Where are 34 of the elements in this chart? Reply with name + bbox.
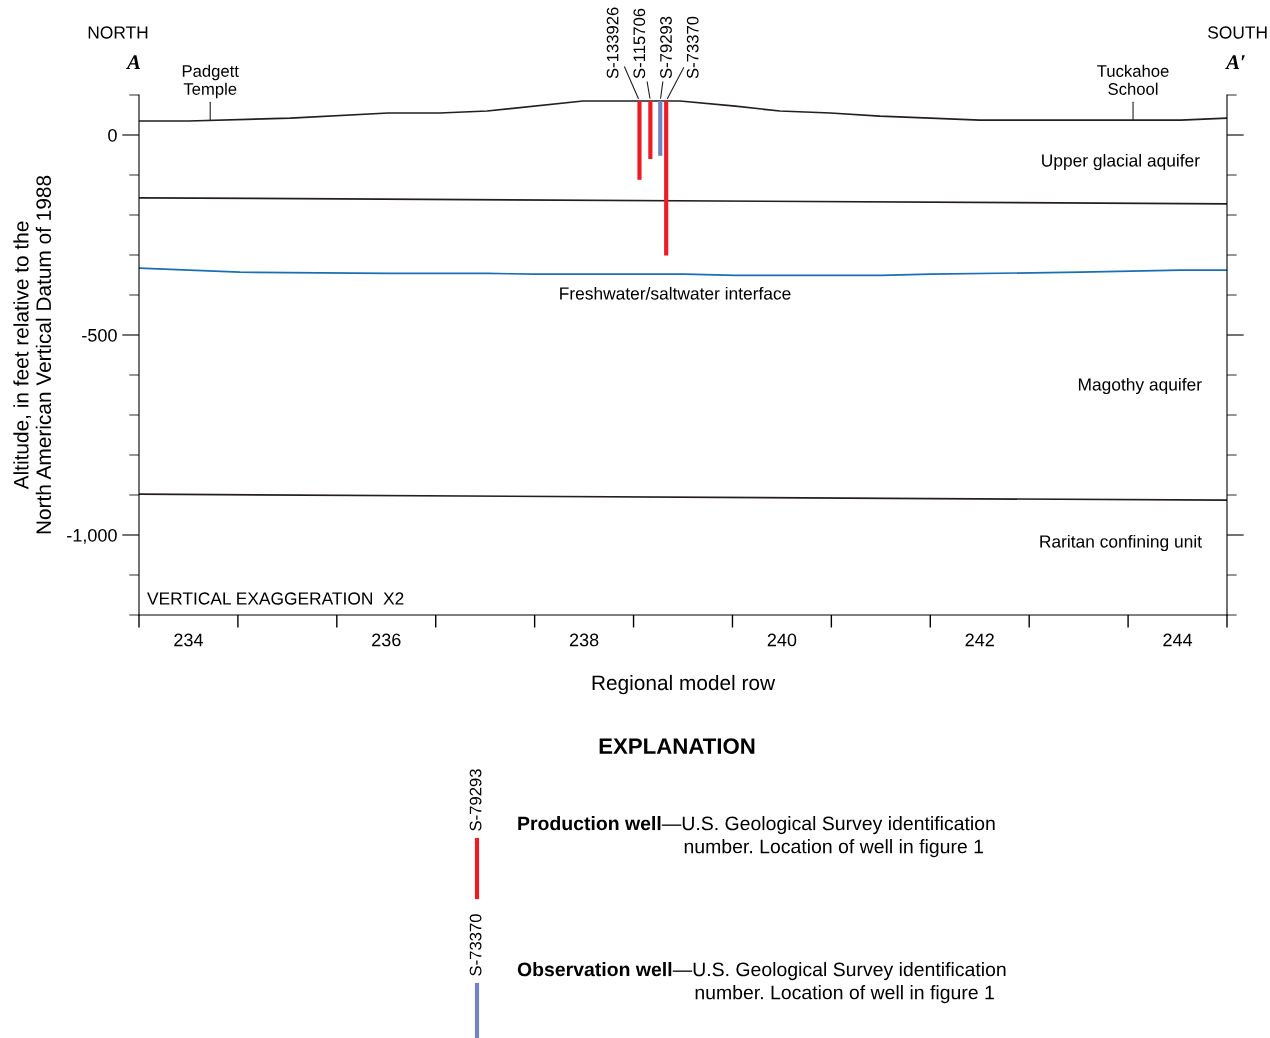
x-tick-label: 244 (1163, 633, 1193, 647)
text: NORTH (88, 26, 148, 39)
text: SOUTH (1208, 26, 1267, 39)
x-tick-label: 236 (372, 633, 401, 647)
text: A′ (1225, 55, 1245, 70)
y-tick-label: -500 (82, 328, 117, 342)
annotation: Padgett Temple (182, 64, 239, 99)
y-tick-label: 0 (108, 128, 117, 142)
x-tick-label: 238 (569, 633, 599, 647)
annotation: Magothy aquifer (1078, 377, 1202, 395)
text: Production well (518, 816, 661, 831)
annotation: VERTICAL EXAGGERATION X2 (147, 592, 404, 605)
y-axis-title: Altitude, in feet relative to the North American Vertical Datum of 1988 (13, 175, 52, 534)
text: A (125, 55, 141, 70)
x-tick-label: 234 (174, 633, 203, 647)
text: Observation well (517, 962, 672, 977)
text: S-79293 (469, 769, 482, 831)
line-series (139, 267, 1227, 277)
annotation: Tuckahoe School (1097, 64, 1169, 95)
text: EXPLANATION (599, 738, 755, 754)
text: S-73370 (469, 914, 482, 976)
x-axis-title: Regional model row (592, 674, 776, 695)
annotation: Upper glacial aquifer (1042, 153, 1200, 171)
text: S-73370 (686, 16, 699, 79)
x-tick-label: 242 (965, 633, 994, 647)
annotation: Raritan confining unit (1040, 534, 1202, 552)
text: —U.S. Geological Survey identification number. Location of well in figure 1 (661, 816, 995, 858)
text: S-133926 (606, 7, 619, 79)
y-tick-label: -1,000 (67, 528, 117, 544)
x-tick-label: 240 (767, 633, 797, 647)
annotation: Freshwater/saltwater interface (560, 286, 791, 300)
text: —U.S. Geological Survey identification number. Location of well in figure 1 (672, 962, 1006, 1004)
text: S-115706 (633, 8, 646, 79)
text: S-79293 (660, 16, 672, 79)
